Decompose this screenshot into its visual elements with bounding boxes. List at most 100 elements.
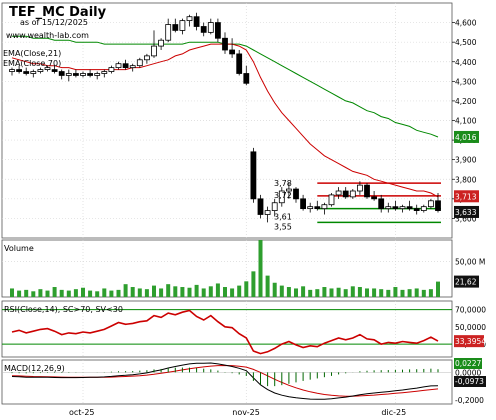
candle-body — [108, 67, 115, 72]
volume-bar — [272, 282, 277, 297]
candle-body — [101, 71, 108, 74]
candle-body — [399, 206, 406, 210]
volume-badge — [454, 275, 479, 288]
macd-tick-label: 0,0000 — [455, 368, 481, 377]
volume-bar — [436, 281, 440, 297]
volume-bar — [244, 281, 249, 297]
candle-body — [278, 190, 285, 204]
candle-body — [193, 16, 200, 27]
candle-body — [214, 22, 221, 39]
rsi-tick-label: 50,0000 — [455, 323, 486, 332]
volume-bar — [350, 286, 355, 297]
candle-body — [271, 202, 278, 211]
volume-bar — [73, 289, 78, 297]
level-label-3-61: 3,61 — [274, 212, 292, 221]
volume-bar — [137, 288, 142, 297]
candle-body — [16, 69, 23, 72]
pane-frame-macd — [1, 359, 453, 405]
volume-bar — [258, 240, 263, 297]
candle-body — [328, 194, 335, 206]
volume-bar — [265, 275, 270, 297]
candle-body — [236, 53, 243, 74]
volume-bar — [38, 289, 43, 297]
candle-body — [321, 204, 328, 210]
volume-bar — [144, 289, 149, 297]
legend-ema21: EMA(Close,21) — [3, 49, 61, 58]
volume-bar — [194, 284, 199, 297]
candle-body — [65, 73, 72, 76]
candle-body — [9, 69, 15, 72]
volume-bar — [81, 287, 85, 297]
candle-body — [158, 39, 165, 47]
macd-tick-label: -0,2000 — [455, 396, 484, 405]
rsi-title: RSI(Close,14), SC>70, SV<30 — [4, 305, 123, 314]
candle-body — [136, 59, 143, 67]
candle-body — [172, 24, 179, 31]
volume-bar — [45, 290, 50, 297]
candle-body — [58, 71, 65, 76]
candle-body — [30, 71, 37, 74]
candle-body — [151, 45, 157, 57]
macd-badge-label: -0,0973 — [455, 377, 484, 386]
volume-bar — [201, 288, 206, 297]
volume-bar — [414, 288, 419, 297]
volume-bar — [407, 289, 412, 297]
volume-bar — [31, 291, 36, 297]
volume-bar — [372, 288, 377, 297]
macd-title: MACD(12,26,9) — [4, 364, 65, 373]
candle-body — [371, 196, 378, 200]
volume-bar — [17, 290, 22, 297]
candle-body — [413, 208, 420, 211]
price-tick-label: 3,800 — [455, 175, 477, 184]
price-badge-label: 4,016 — [455, 133, 477, 142]
price-tick-label: 4,300 — [455, 77, 477, 86]
price-tick-label: 3,600 — [455, 214, 477, 223]
candle-body — [349, 190, 356, 198]
candle-body — [165, 24, 172, 41]
candle-body — [80, 73, 86, 76]
candle-body — [427, 200, 434, 208]
volume-bar — [59, 289, 64, 297]
chart-subtitle: as of 15/12/2025 — [20, 18, 88, 27]
volume-bar — [294, 288, 298, 297]
volume-tick-label: 50,00 M — [455, 257, 485, 266]
volume-bar — [343, 289, 348, 297]
volume-bar — [322, 287, 327, 297]
candle-body — [364, 184, 370, 198]
legend-ema70: EMA(Close,70) — [3, 59, 61, 68]
volume-bar — [123, 284, 128, 297]
chart-title: TEF_MC Daily — [9, 5, 107, 20]
pane-frame-rsi — [1, 300, 453, 358]
candle-body — [23, 71, 30, 74]
volume-bar — [315, 289, 320, 297]
watermark: www.wealth-lab.com — [6, 31, 89, 40]
candle-body — [243, 73, 250, 84]
price-badge-label: 3,633 — [455, 208, 477, 217]
volume-bar — [365, 288, 369, 297]
price-badge — [454, 190, 479, 203]
candle-body — [307, 206, 314, 210]
candle-body — [229, 49, 236, 55]
volume-badge-label: 21,62 M — [455, 278, 485, 287]
volume-bar — [215, 283, 220, 297]
candle-body — [335, 190, 342, 196]
level-label-3-55: 3,55 — [274, 222, 292, 231]
candle-body — [356, 184, 363, 192]
volume-bar — [421, 289, 426, 297]
volume-bar — [308, 289, 313, 297]
volume-bar — [187, 287, 192, 297]
candle-body — [143, 55, 150, 61]
volume-bar — [95, 291, 100, 297]
volume-bar — [428, 289, 433, 297]
volume-bar — [66, 290, 71, 297]
candle-body — [385, 206, 392, 210]
candle-body — [435, 200, 441, 211]
price-tick-label: 4,200 — [455, 97, 477, 106]
volume-bar — [386, 289, 391, 297]
volume-bar — [180, 287, 185, 297]
candle-body — [179, 20, 186, 31]
candle-body — [314, 206, 321, 210]
candle-body — [378, 198, 385, 210]
